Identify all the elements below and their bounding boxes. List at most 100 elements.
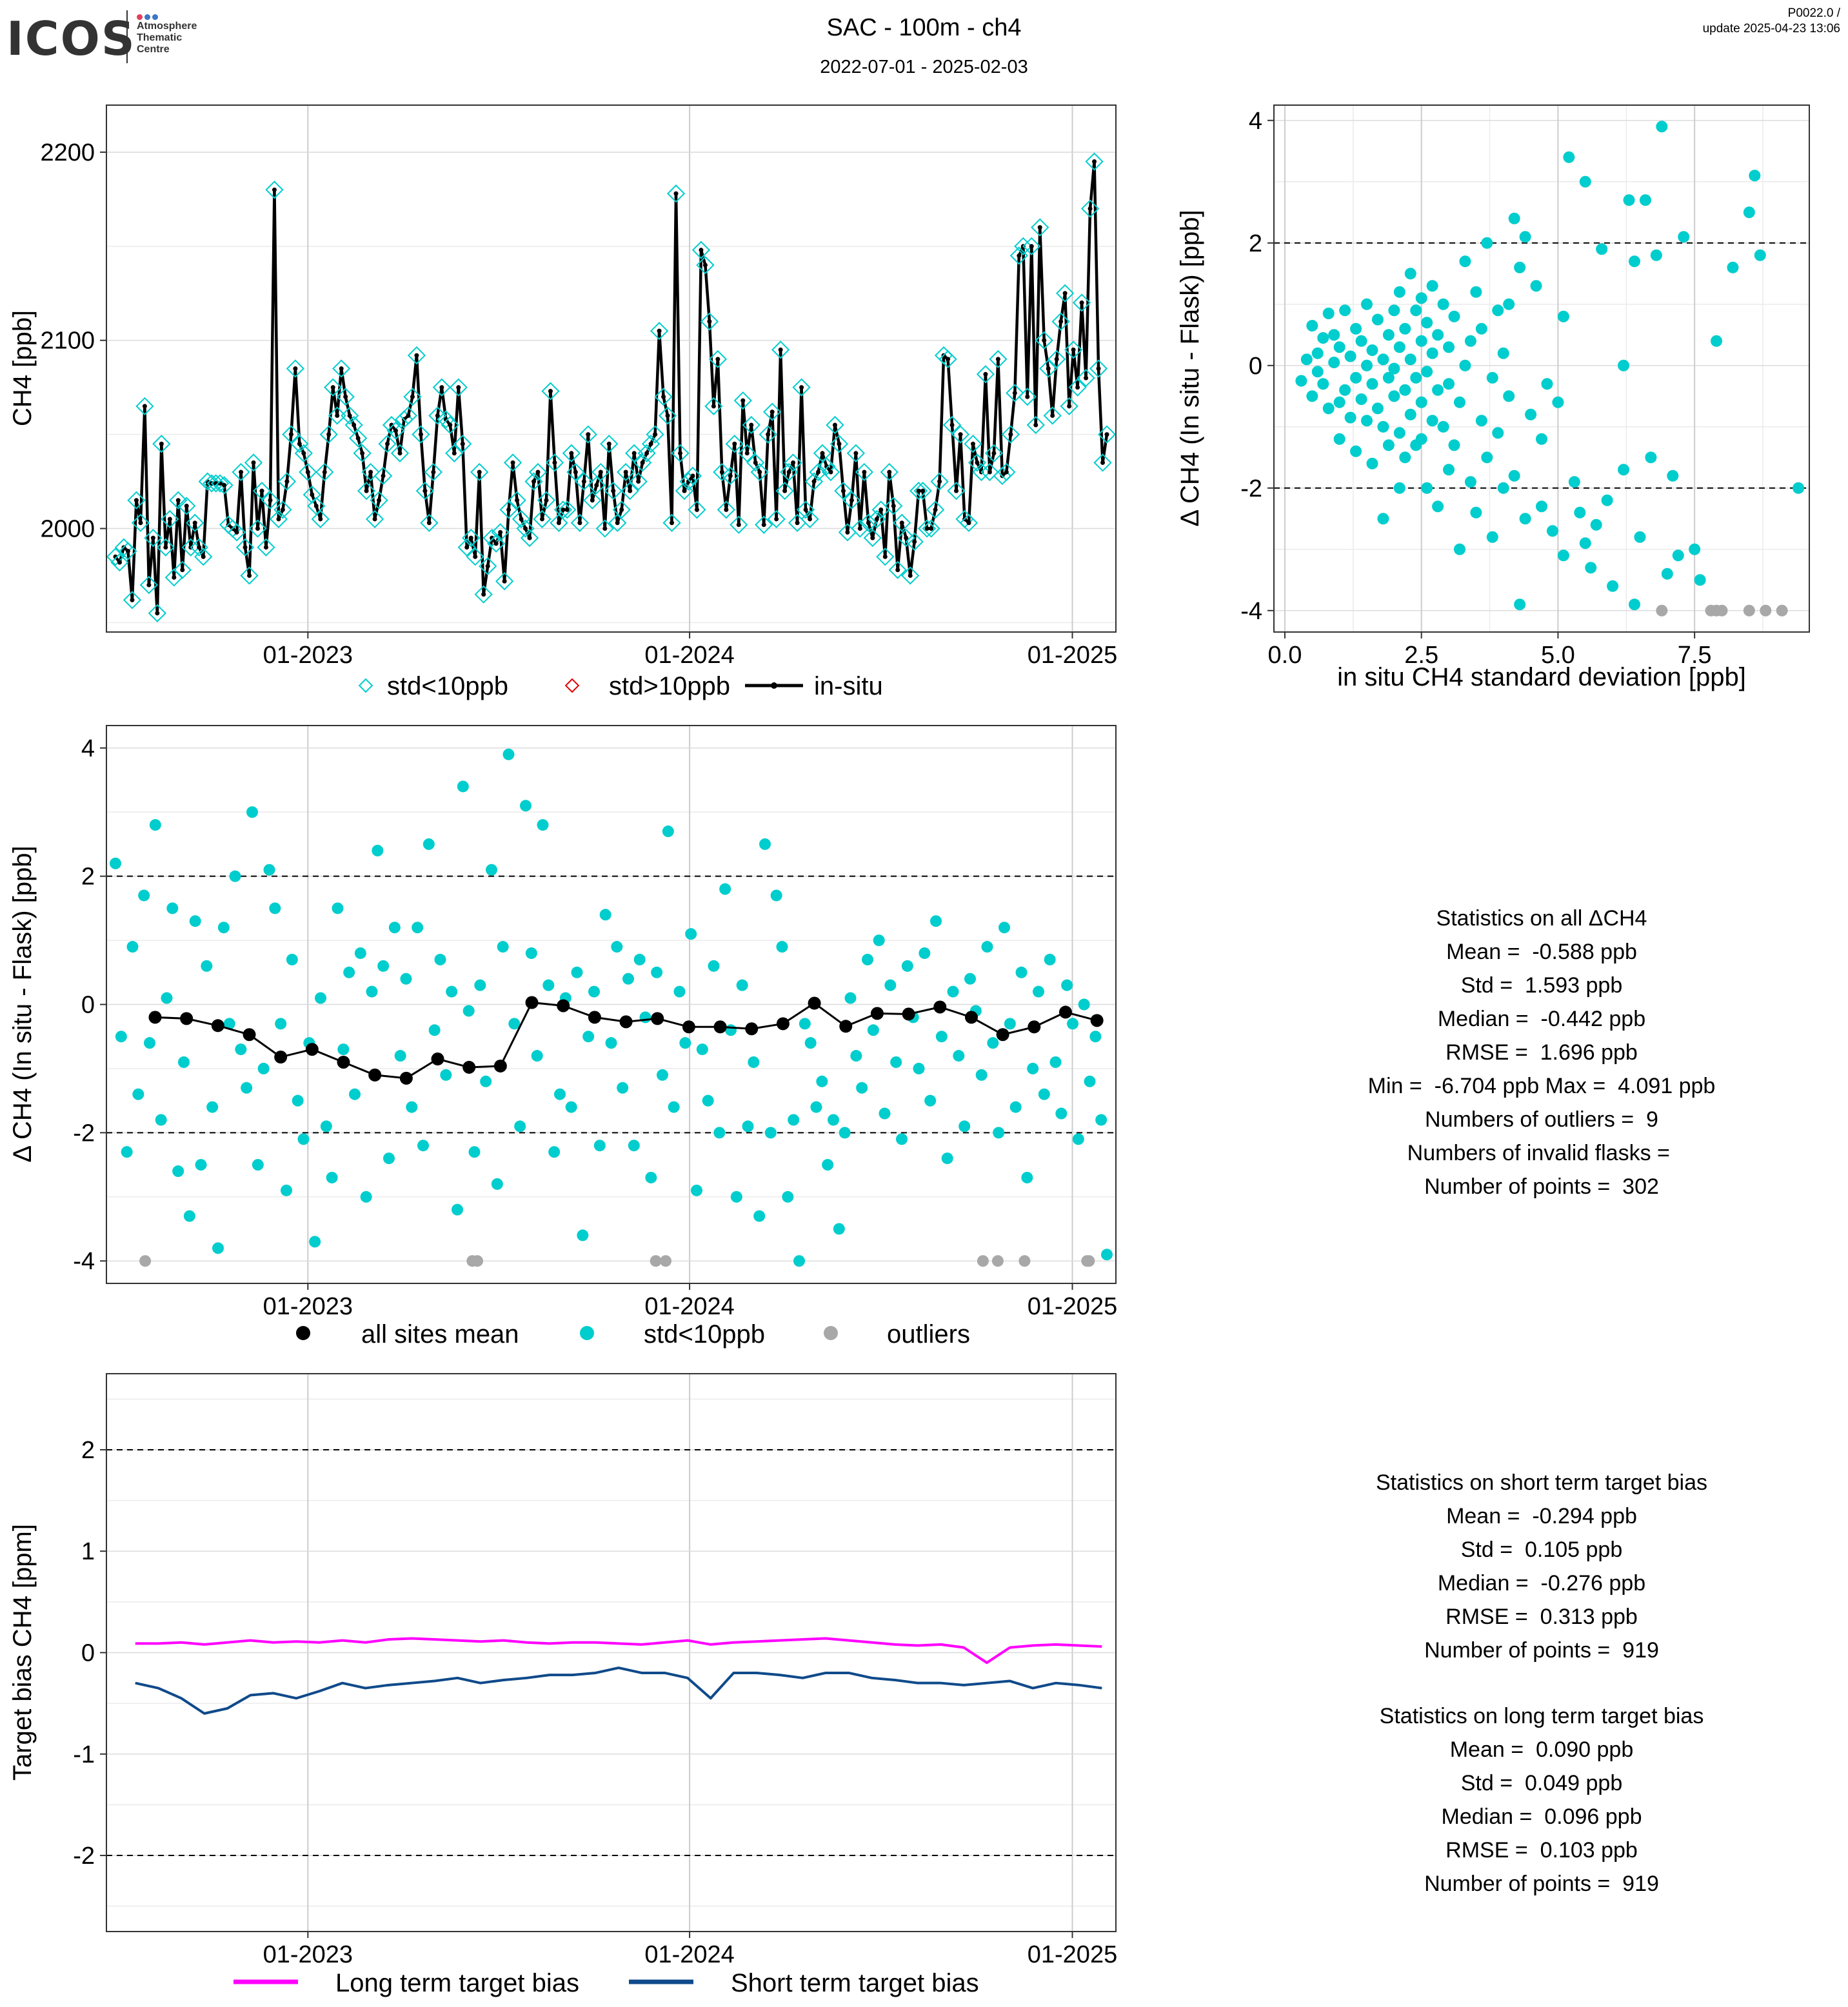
scatter-point bbox=[388, 922, 401, 934]
scatter-point bbox=[1672, 549, 1684, 562]
flask-point bbox=[939, 350, 957, 369]
scatter-point bbox=[1574, 506, 1586, 519]
insitu-point bbox=[728, 473, 733, 479]
insitu-point bbox=[657, 328, 662, 333]
insitu-point bbox=[975, 460, 980, 465]
mean-point bbox=[493, 1059, 507, 1073]
mean-point bbox=[902, 1007, 915, 1021]
flask-point bbox=[984, 444, 1004, 462]
flask-point bbox=[700, 312, 719, 331]
insitu-point bbox=[418, 432, 423, 437]
logo-subtitle-line: Centre bbox=[137, 44, 170, 55]
outlier-point bbox=[139, 1255, 152, 1267]
scatter-point bbox=[1448, 310, 1460, 322]
scatter-point bbox=[1590, 519, 1602, 531]
flask-point bbox=[466, 548, 484, 566]
scatter-point bbox=[275, 1018, 287, 1030]
scatter-point bbox=[1322, 402, 1335, 415]
scatter-point bbox=[1667, 470, 1679, 482]
insitu-point bbox=[381, 473, 386, 479]
scatter-point bbox=[1044, 953, 1056, 965]
outlier-point bbox=[650, 1255, 662, 1267]
scatter-point bbox=[1371, 313, 1384, 326]
scatter-point bbox=[1437, 420, 1449, 433]
insitu-point bbox=[385, 441, 390, 446]
scatter-point bbox=[617, 1082, 629, 1094]
flask-point bbox=[341, 406, 359, 425]
legend-item-std-lt10: std<10ppb bbox=[580, 1320, 765, 1349]
insitu-point bbox=[535, 470, 541, 475]
scatter-point bbox=[1410, 371, 1422, 384]
flask-point bbox=[537, 491, 556, 509]
scatter-point bbox=[1382, 439, 1395, 451]
y-axis-label: CH4 [ppb] bbox=[8, 310, 37, 426]
insitu-point bbox=[339, 366, 344, 371]
scatter-point bbox=[178, 1056, 190, 1068]
insitu-point bbox=[352, 422, 357, 428]
insitu-point bbox=[615, 520, 620, 526]
insitu-point bbox=[811, 479, 817, 484]
scatter-point bbox=[873, 934, 885, 947]
insitu-point bbox=[259, 488, 264, 493]
flask-point bbox=[1064, 341, 1083, 359]
insitu-point bbox=[1050, 413, 1055, 418]
scatter-point bbox=[497, 941, 509, 953]
y-tick-label: -2 bbox=[73, 1120, 95, 1147]
insitu-point bbox=[527, 535, 532, 540]
flask-point bbox=[646, 425, 664, 444]
scatter-point bbox=[297, 1133, 310, 1145]
legend-item-insitu: in-situ bbox=[745, 672, 883, 700]
flask-point bbox=[880, 462, 899, 482]
version-label: P0022.0 / bbox=[1787, 6, 1840, 20]
insitu-point bbox=[523, 526, 528, 531]
scatter-point bbox=[195, 1159, 207, 1171]
legend-item-std-lt10: std<10ppb bbox=[358, 672, 508, 700]
scatter-point bbox=[166, 902, 179, 915]
insitu-point bbox=[628, 488, 633, 493]
scatter-point bbox=[1727, 261, 1739, 273]
stats-line: Numbers of invalid flasks = bbox=[1407, 1141, 1676, 1165]
flask-point bbox=[901, 566, 920, 585]
legend-item-short-term: Short term target bias bbox=[629, 1969, 979, 1997]
insitu-point bbox=[995, 357, 1000, 362]
flask-point bbox=[855, 462, 873, 482]
flask-point bbox=[294, 444, 313, 462]
insitu-point bbox=[702, 262, 708, 268]
scatter-point bbox=[514, 1120, 526, 1132]
scatter-point bbox=[628, 1140, 640, 1152]
scatter-point bbox=[1519, 231, 1531, 243]
flask-point bbox=[650, 322, 669, 341]
insitu-point bbox=[774, 517, 779, 522]
outlier-point bbox=[660, 1255, 672, 1267]
scatter-point bbox=[354, 947, 366, 959]
flask-point bbox=[558, 500, 577, 519]
flask-point bbox=[775, 482, 794, 500]
scatter-point bbox=[452, 1203, 463, 1216]
scatter-point bbox=[1448, 439, 1460, 451]
scatter-point bbox=[223, 1018, 235, 1030]
insitu-point bbox=[1004, 470, 1009, 475]
y-tick-label: -2 bbox=[73, 1843, 95, 1870]
flask-point bbox=[671, 444, 690, 462]
scatter-point bbox=[531, 1050, 543, 1062]
insitu-point bbox=[916, 488, 921, 493]
stats-line: Mean = -0.588 ppb bbox=[1446, 940, 1637, 964]
scatter-point bbox=[1311, 366, 1324, 378]
flask-point bbox=[324, 378, 343, 397]
flask-point bbox=[349, 429, 368, 448]
flask-point bbox=[528, 462, 548, 482]
stats-line: RMSE = 1.696 ppb bbox=[1446, 1040, 1638, 1065]
outlier-point bbox=[1776, 604, 1788, 617]
scatter-point bbox=[1749, 170, 1761, 182]
scatter-point bbox=[890, 1056, 902, 1068]
legend-label: outliers bbox=[887, 1320, 970, 1349]
mean-point bbox=[305, 1043, 319, 1056]
mean-point bbox=[211, 1019, 224, 1033]
scatter-point bbox=[662, 826, 674, 838]
insitu-point bbox=[586, 432, 591, 437]
insitu-point bbox=[757, 470, 762, 475]
x-tick-label: 7.5 bbox=[1678, 642, 1712, 669]
insitu-point bbox=[673, 191, 679, 196]
scatter-point bbox=[1481, 237, 1493, 249]
scatter-point bbox=[320, 1120, 332, 1132]
